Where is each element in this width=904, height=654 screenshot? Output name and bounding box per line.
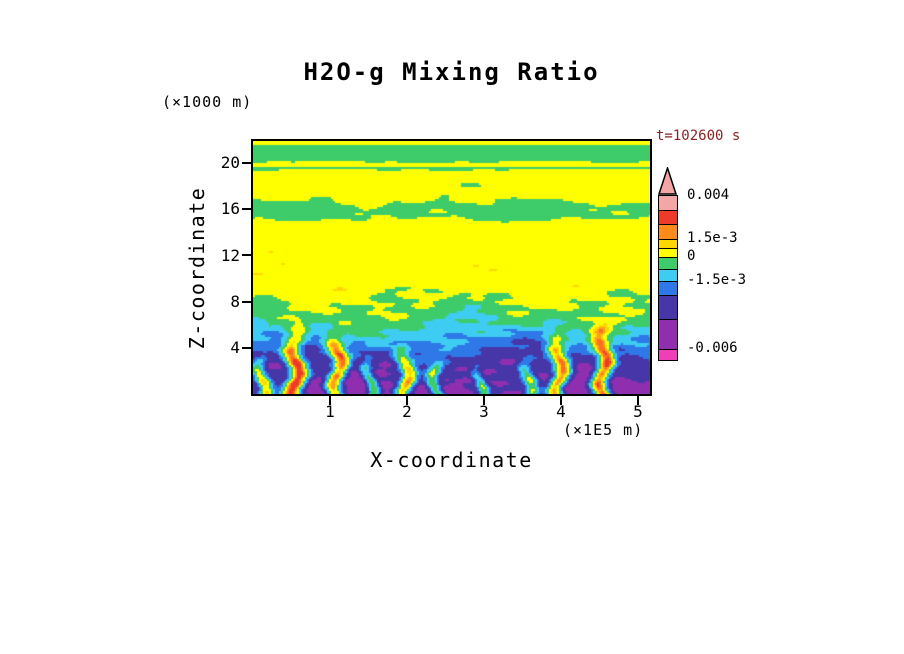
colorbar-segment bbox=[659, 210, 677, 224]
colorbar-label: -1.5e-3 bbox=[687, 272, 747, 288]
x-axis-unit-label: (×1E5 m) bbox=[563, 421, 644, 439]
y-tick-mark bbox=[242, 162, 251, 164]
plot-title: H2O-g Mixing Ratio bbox=[303, 58, 600, 86]
y-tick-mark bbox=[242, 254, 251, 256]
x-tick-mark bbox=[637, 396, 639, 405]
y-tick-label: 16 bbox=[220, 199, 240, 218]
y-tick-label: 12 bbox=[220, 246, 240, 265]
colorbar-label: 0.004 bbox=[687, 187, 730, 203]
colorbar-label: -0.006 bbox=[687, 340, 738, 356]
contour-field-canvas bbox=[253, 141, 650, 394]
y-tick-label: 20 bbox=[220, 153, 240, 172]
x-tick-mark bbox=[406, 396, 408, 405]
colorbar: 0.004 1.5e-3 0 -1.5e-3 -0.006 bbox=[658, 167, 788, 377]
colorbar-label: 1.5e-3 bbox=[687, 230, 738, 246]
colorbar-segment bbox=[659, 295, 677, 319]
x-tick-label: 5 bbox=[633, 402, 643, 421]
timestamp-label: t=102600 s bbox=[656, 128, 741, 144]
y-tick-mark bbox=[242, 208, 251, 210]
y-axis-unit-label: (×1000 m) bbox=[162, 93, 253, 111]
colorbar-segment bbox=[659, 248, 677, 257]
colorbar-arrow-icon bbox=[658, 167, 678, 195]
colorbar-segment bbox=[659, 281, 677, 295]
colorbar-segment bbox=[659, 196, 677, 210]
colorbar-segment bbox=[659, 349, 677, 360]
colorbar-label: 0 bbox=[687, 248, 696, 264]
colorbar-segment bbox=[659, 239, 677, 248]
colorbar-segment bbox=[659, 319, 677, 349]
x-tick-label: 2 bbox=[402, 402, 412, 421]
y-tick-label: 4 bbox=[230, 338, 240, 357]
colorbar-scale bbox=[658, 195, 678, 361]
x-tick-mark bbox=[560, 396, 562, 405]
colorbar-segment bbox=[659, 257, 677, 269]
x-tick-label: 3 bbox=[479, 402, 489, 421]
colorbar-segment bbox=[659, 269, 677, 281]
colorbar-segment bbox=[659, 224, 677, 239]
x-tick-mark bbox=[483, 396, 485, 405]
y-tick-mark bbox=[242, 347, 251, 349]
x-tick-label: 1 bbox=[325, 402, 335, 421]
y-tick-label: 8 bbox=[230, 292, 240, 311]
x-axis-title: X-coordinate bbox=[370, 448, 533, 472]
x-tick-mark bbox=[329, 396, 331, 405]
x-tick-label: 4 bbox=[556, 402, 566, 421]
plot-area: 20 16 12 8 4 1 2 3 4 5 bbox=[221, 139, 652, 421]
y-tick-mark bbox=[242, 301, 251, 303]
